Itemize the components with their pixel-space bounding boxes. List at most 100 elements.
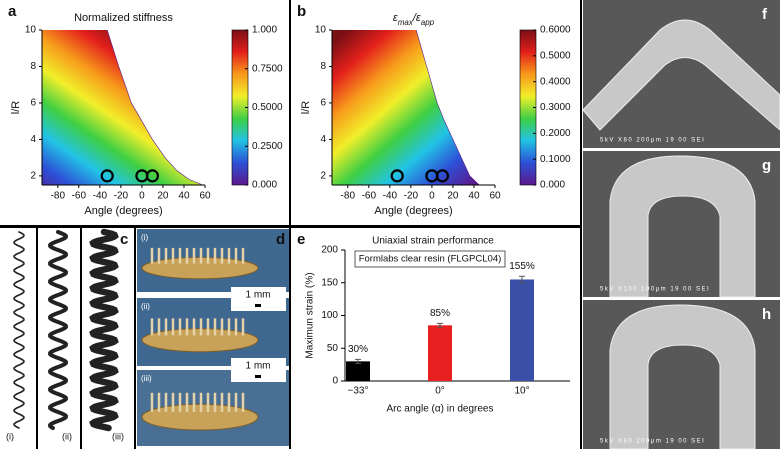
sem-caption: 5kV X80 200μm 19 00 SEI [600, 138, 705, 144]
error-bar [437, 322, 443, 328]
x-tick-label: -80 [341, 191, 356, 202]
x-axis-label: Angle (degrees) [84, 205, 162, 217]
sem-caption: 5kV X100 100μm 19 00 SEI [600, 287, 710, 293]
y-tick-label: 2 [30, 171, 36, 182]
value-label: 155% [509, 261, 535, 272]
x-tick-label: -20 [404, 191, 419, 202]
panel-label: a [8, 3, 17, 20]
y-tick-label: 8 [30, 61, 36, 72]
sem-label: g [762, 157, 771, 174]
scale-bar [255, 304, 261, 307]
scale-label: 1 mm [246, 361, 271, 372]
chart-title: Normalized stiffness [74, 12, 173, 24]
y-axis-label: Maximun strain (%) [305, 272, 316, 358]
error-bar [519, 275, 525, 284]
contour-boundary [415, 29, 480, 186]
x-axis-label: Arc angle (α) in degrees [387, 404, 494, 415]
y-tick-label: 200 [321, 245, 338, 256]
colorbar-tick-label: 0.3000 [540, 102, 571, 113]
y-tick-label: 6 [30, 98, 36, 109]
y-tick-label: 0 [332, 376, 338, 387]
serpentine-label: (i) [6, 431, 14, 441]
bar [346, 361, 370, 381]
y-tick-label: 50 [327, 343, 339, 354]
marker-circle [435, 169, 450, 183]
panel-label: b [297, 3, 306, 20]
panel-label: d [276, 231, 285, 248]
sem-structure [582, 19, 780, 131]
title-part: app [421, 18, 435, 27]
sem-caption: 5kV X80 200μm 19 00 SEI [600, 439, 705, 445]
serpentine-label: (ii) [62, 431, 72, 441]
value-label: 85% [430, 308, 450, 319]
contour-field [42, 30, 203, 185]
title-part: ε [393, 12, 398, 24]
x-tick-label: 20 [447, 191, 459, 202]
y-tick-label: 4 [30, 134, 36, 145]
colorbar-tick-label: 0.5000 [252, 102, 283, 113]
sem-structure [609, 155, 756, 298]
contour-field [332, 30, 480, 185]
x-tick-label: 10° [514, 386, 529, 397]
y-tick-label: 10 [315, 25, 327, 36]
colorbar-tick-label: 0.2000 [540, 128, 571, 139]
x-tick-label: -20 [114, 191, 129, 202]
legend-box [354, 250, 506, 268]
serpentine [48, 230, 68, 430]
sem-label: f [762, 6, 768, 23]
x-tick-label: 60 [199, 191, 211, 202]
y-tick-label: 8 [320, 61, 326, 72]
chart-title: εmax/εapp [393, 12, 435, 27]
photo-label: (iii) [141, 374, 152, 383]
panel-label: c [120, 231, 128, 248]
colorbar-tick-label: 0.000 [540, 180, 565, 191]
sem-structure [609, 304, 756, 449]
photo-label: (ii) [141, 302, 150, 311]
y-tick-label: 150 [321, 277, 338, 288]
x-tick-label: 40 [468, 191, 480, 202]
y-tick-label: 4 [320, 134, 326, 145]
panel-label: e [297, 231, 305, 248]
colorbar-tick-label: 0.2500 [252, 141, 283, 152]
photo-label: (i) [141, 233, 148, 242]
marker-circle [145, 169, 160, 183]
y-axis-label: l/R [300, 101, 312, 115]
colorbar-tick-label: 0.6000 [540, 25, 571, 36]
legend-label: Formlabs clear resin (FLGPCL04) [359, 254, 502, 265]
title-part: max [398, 18, 414, 27]
x-tick-label: -80 [51, 191, 66, 202]
serpentine [89, 228, 119, 432]
y-tick-label: 6 [320, 98, 326, 109]
sem-label: h [762, 306, 771, 323]
colorbar-tick-label: 0.4000 [540, 76, 571, 87]
x-tick-label: -60 [362, 191, 377, 202]
x-tick-label: 0 [139, 191, 145, 202]
marker-circle [390, 169, 404, 183]
y-tick-label: 10 [25, 25, 37, 36]
error-bar [355, 358, 361, 364]
chart-title: Uniaxial strain performance [372, 236, 494, 247]
serpentine [13, 231, 25, 429]
x-tick-label: -40 [383, 191, 398, 202]
x-tick-label: −33° [348, 386, 369, 397]
y-tick-label: 100 [321, 310, 338, 321]
colorbar-tick-label: 0.7500 [252, 63, 283, 74]
value-label: 30% [348, 344, 368, 355]
contour-boundary [106, 29, 204, 186]
serpentine-label: (iii) [112, 431, 124, 441]
x-tick-label: -60 [72, 191, 87, 202]
colorbar-tick-label: 0.1000 [540, 154, 571, 165]
y-tick-label: 2 [320, 171, 326, 182]
x-tick-label: -40 [93, 191, 108, 202]
x-axis-label: Angle (degrees) [374, 205, 452, 217]
bar [428, 325, 452, 381]
title-part: /ε [412, 12, 421, 24]
x-tick-label: 0 [429, 191, 435, 202]
colorbar-tick-label: 1.000 [252, 25, 277, 36]
x-tick-label: 40 [178, 191, 190, 202]
x-tick-label: 0° [435, 386, 445, 397]
scale-label: 1 mm [246, 290, 271, 301]
y-axis-label: l/R [10, 101, 22, 115]
colorbar-tick-label: 0.5000 [540, 50, 571, 61]
